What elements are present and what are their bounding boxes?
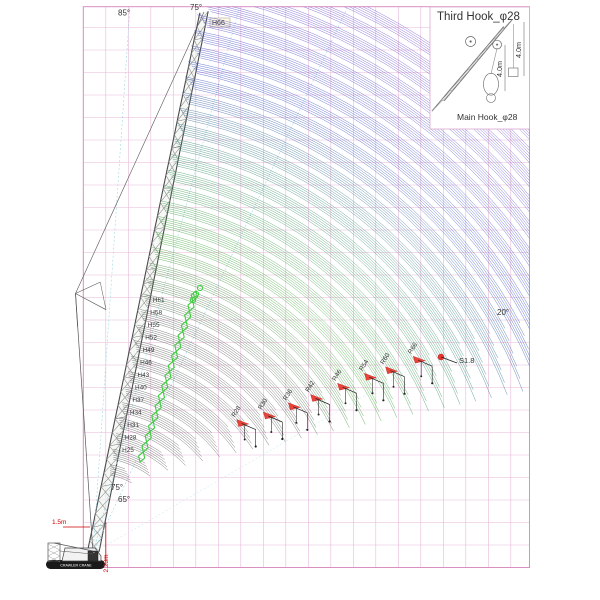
svg-text:H40: H40 bbox=[135, 385, 147, 392]
svg-text:1.5m: 1.5m bbox=[52, 519, 66, 526]
svg-text:Main Hook_φ28: Main Hook_φ28 bbox=[457, 112, 518, 122]
svg-text:H55: H55 bbox=[148, 322, 160, 329]
svg-text:Third Hook_φ28: Third Hook_φ28 bbox=[437, 11, 520, 23]
svg-text:65°: 65° bbox=[118, 495, 130, 504]
svg-text:2.23m: 2.23m bbox=[103, 554, 110, 572]
svg-text:4.0m: 4.0m bbox=[495, 61, 504, 77]
svg-text:75°: 75° bbox=[190, 3, 202, 12]
svg-text:4.0m: 4.0m bbox=[514, 42, 523, 58]
svg-text:85°: 85° bbox=[118, 9, 130, 18]
svg-text:CRAWLER CRANE: CRAWLER CRANE bbox=[60, 564, 92, 568]
svg-text:S1.8: S1.8 bbox=[459, 356, 474, 365]
svg-text:75°: 75° bbox=[111, 483, 123, 492]
